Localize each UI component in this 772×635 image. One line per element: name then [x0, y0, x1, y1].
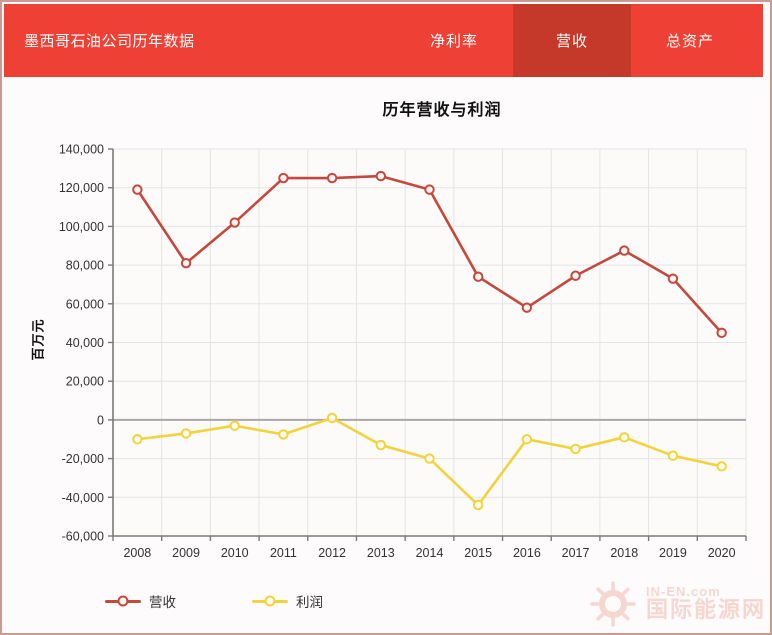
- series-profit-marker: [716, 461, 727, 472]
- series-revenue-marker: [229, 217, 240, 228]
- series-revenue-marker: [570, 270, 581, 281]
- series-profit-marker: [229, 420, 240, 431]
- tab-net-margin[interactable]: 净利率: [429, 33, 478, 50]
- series-profit-marker: [424, 453, 435, 464]
- page-title: 墨西哥石油公司历年数据: [24, 33, 195, 50]
- watermark-site: 国际能源网: [645, 597, 766, 623]
- watermark-sun-icon: [590, 581, 636, 627]
- watermark-brand: IN-EN.com: [645, 583, 721, 599]
- x-tick-label: 2011: [270, 546, 297, 560]
- series-profit-marker: [472, 499, 484, 511]
- y-tick-label: -60,000: [62, 530, 104, 544]
- legend-profit-marker-icon: [252, 595, 288, 607]
- header-bar: 墨西哥石油公司历年数据 净利率 营收 总资产: [4, 4, 763, 77]
- watermark: IN-EN.com 国际能源网: [587, 576, 766, 630]
- x-tick-label: 2018: [610, 546, 638, 560]
- x-tick-label: 2012: [318, 546, 346, 560]
- y-tick-label: -20,000: [62, 452, 104, 466]
- series-profit-marker: [667, 450, 679, 461]
- tab-revenue[interactable]: 营收: [513, 4, 631, 77]
- x-tick-label: 2010: [221, 546, 249, 560]
- series-profit-marker: [326, 412, 338, 424]
- x-tick-label: 2020: [708, 546, 736, 560]
- y-tick-label: 120,000: [59, 181, 104, 195]
- series-profit-marker: [180, 428, 192, 439]
- legend-profit-label: 利润: [296, 595, 323, 610]
- series-revenue-marker: [132, 184, 143, 195]
- y-tick-label: 140,000: [59, 143, 104, 157]
- series-profit-marker: [132, 434, 143, 445]
- y-tick-label: 100,000: [59, 220, 104, 234]
- chart-legend: 营收 利润: [105, 591, 323, 611]
- legend-item-revenue[interactable]: 营收: [105, 591, 176, 611]
- y-tick-label: 80,000: [66, 259, 104, 273]
- x-tick-label: 2016: [513, 546, 541, 560]
- legend-revenue-label: 营收: [149, 595, 176, 610]
- legend-revenue-marker-icon: [105, 595, 141, 607]
- x-tick-label: 2019: [659, 546, 687, 560]
- y-tick-label: -40,000: [62, 491, 104, 505]
- x-tick-label: 2009: [172, 546, 200, 560]
- series-revenue-marker: [521, 302, 533, 313]
- legend-item-profit[interactable]: 利润: [252, 591, 323, 611]
- series-revenue-marker: [472, 271, 484, 282]
- watermark-text: IN-EN.com 国际能源网: [645, 583, 766, 623]
- series-profit-marker: [521, 434, 533, 445]
- x-tick-label: 2008: [123, 546, 151, 560]
- series-revenue-marker: [619, 245, 630, 256]
- series-revenue-marker: [667, 273, 679, 284]
- series-revenue-marker: [375, 170, 387, 182]
- series-profit-marker: [619, 432, 630, 443]
- y-tick-label: 40,000: [66, 336, 104, 350]
- series-revenue-marker: [278, 172, 289, 184]
- y-tick-label: 0: [97, 413, 104, 427]
- x-tick-label: 2017: [562, 546, 590, 560]
- series-revenue-marker: [716, 327, 727, 339]
- revenue-profit-chart: 140,000 120,000 100,000 80,000 60,000 40,000 2…: [59, 143, 747, 560]
- y-tick-label: 20,000: [66, 375, 104, 389]
- series-revenue-marker: [180, 257, 192, 269]
- chart-title: 历年营收与利润: [382, 102, 502, 119]
- y-tick-label: 60,000: [66, 297, 104, 311]
- series-profit-marker: [278, 429, 289, 440]
- x-tick-label: 2013: [367, 546, 395, 560]
- series-profit-marker: [375, 439, 387, 451]
- tab-total-assets[interactable]: 总资产: [665, 33, 714, 50]
- series-profit-marker: [570, 443, 581, 455]
- series-revenue-marker: [424, 184, 435, 195]
- x-tick-label: 2014: [416, 546, 444, 560]
- series-revenue-marker: [326, 172, 338, 184]
- x-tick-label: 2015: [464, 546, 492, 560]
- tab-bar: 净利率 营收 总资产: [395, 4, 763, 77]
